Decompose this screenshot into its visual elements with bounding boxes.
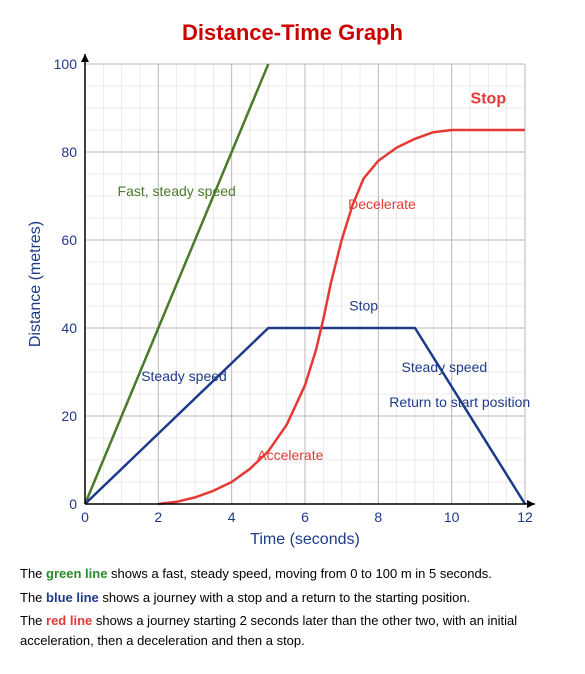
svg-text:20: 20 (61, 408, 77, 424)
svg-text:Stop: Stop (349, 297, 378, 313)
svg-text:Stop: Stop (471, 91, 507, 108)
svg-text:8: 8 (374, 509, 382, 525)
svg-text:Fast, steady speed: Fast, steady speed (118, 183, 236, 199)
svg-text:Accelerate: Accelerate (257, 447, 323, 463)
svg-text:12: 12 (517, 509, 533, 525)
caption-block: The green line shows a fast, steady spee… (20, 564, 565, 650)
svg-text:Time (seconds): Time (seconds) (250, 531, 360, 548)
svg-text:6: 6 (301, 509, 309, 525)
svg-text:0: 0 (69, 496, 77, 512)
svg-text:80: 80 (61, 144, 77, 160)
svg-text:60: 60 (61, 232, 77, 248)
svg-text:0: 0 (81, 509, 89, 525)
svg-text:Steady speed: Steady speed (141, 368, 227, 384)
svg-text:Steady speed: Steady speed (402, 359, 488, 375)
chart-area: 0 2 4 6 8 10 12 0 20 40 60 80 100 Time (seconds) Dista… (20, 54, 565, 554)
svg-text:Return to start position: Return to start position (389, 394, 530, 410)
svg-text:Decelerate: Decelerate (348, 196, 416, 212)
distance-time-chart: 0 2 4 6 8 10 12 0 20 40 60 80 100 Time (seconds) Dista… (20, 54, 545, 554)
svg-text:2: 2 (154, 509, 162, 525)
caption-line: The green line shows a fast, steady spee… (20, 564, 565, 584)
caption-line: The blue line shows a journey with a sto… (20, 588, 565, 608)
caption-line: The red line shows a journey starting 2 … (20, 611, 565, 650)
svg-text:4: 4 (228, 509, 236, 525)
svg-text:40: 40 (61, 320, 77, 336)
svg-text:10: 10 (444, 509, 460, 525)
svg-text:100: 100 (54, 56, 78, 72)
chart-title: Distance-Time Graph (20, 20, 565, 46)
svg-text:Distance (metres): Distance (metres) (27, 221, 44, 347)
